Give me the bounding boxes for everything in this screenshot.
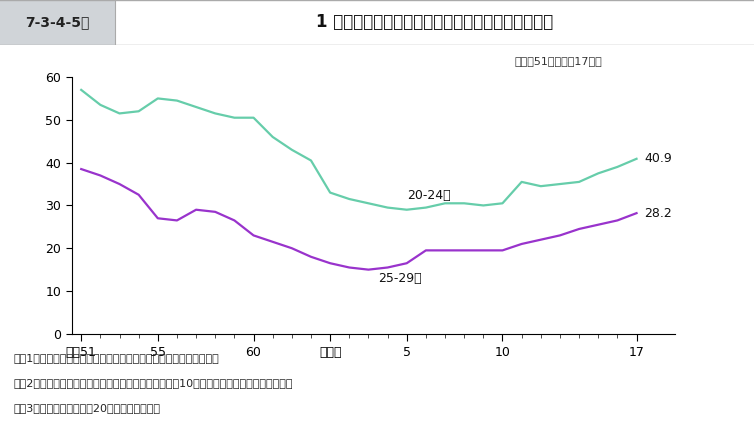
Text: 28.2: 28.2 <box>644 207 672 220</box>
Text: 20-24歳: 20-24歳 <box>406 189 450 202</box>
Text: 3　「若年者」とは，20歳代の者をいう。: 3 「若年者」とは，20歳代の者をいう。 <box>14 403 161 413</box>
Text: 7-3-4-5図: 7-3-4-5図 <box>26 15 90 30</box>
Text: 1 犯目の裁判時に若年者であった者の人口比の推移: 1 犯目の裁判時に若年者であった者の人口比の推移 <box>316 13 553 32</box>
Text: 25-29歳: 25-29歳 <box>378 273 421 285</box>
Text: 40.9: 40.9 <box>644 152 672 165</box>
Text: 注　1　法務総合研究所の調査及び総務省統計局の人口資料による。: 注 1 法務総合研究所の調査及び総務省統計局の人口資料による。 <box>14 353 219 363</box>
Text: （昭和51年～平成17年）: （昭和51年～平成17年） <box>514 56 602 66</box>
Text: 2　人口比は，当該裁判年における当該年齢層人口10万人当たりの人員の比率をいう。: 2 人口比は，当該裁判年における当該年齢層人口10万人当たりの人員の比率をいう。 <box>14 378 293 388</box>
Bar <box>0 0 115 45</box>
